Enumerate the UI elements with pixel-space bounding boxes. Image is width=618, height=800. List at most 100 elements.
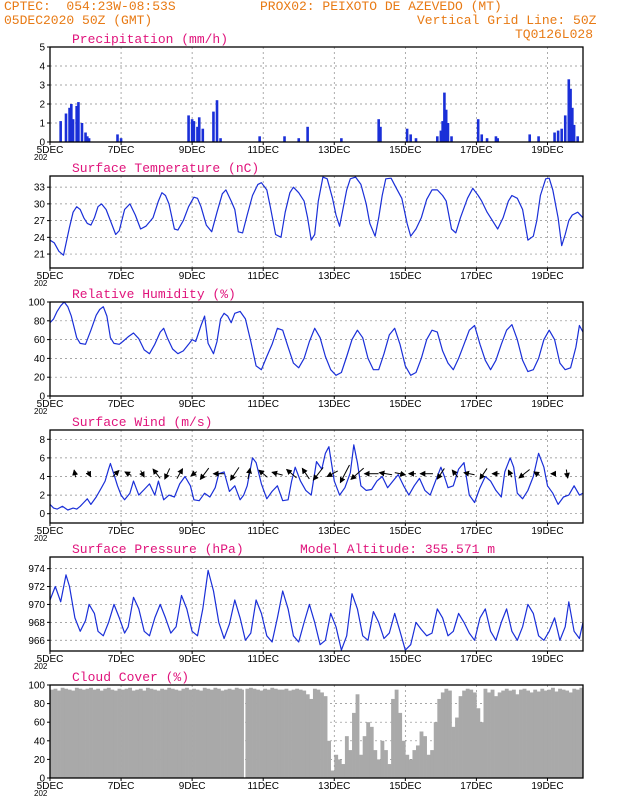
cloud-bar	[309, 698, 314, 778]
precip-bar	[496, 138, 500, 142]
precip-bar	[70, 104, 73, 142]
wind-arrow	[190, 470, 198, 477]
cloud-bar	[185, 687, 189, 778]
y-tick-label: 5	[39, 43, 45, 54]
panel-title: Surface Pressure (hPa)	[72, 542, 244, 557]
panel-title: Precipitation (mm/h)	[72, 32, 228, 47]
precip-bar	[197, 117, 201, 142]
cloud-bar	[238, 688, 243, 778]
cloud-bar	[554, 691, 559, 778]
y-tick-label: 0	[39, 774, 45, 785]
cloud-bar	[291, 689, 296, 778]
precip-bar	[553, 132, 556, 142]
wind-arrow	[112, 469, 120, 478]
wind-arrow	[533, 471, 540, 478]
cloud-bar	[295, 688, 300, 778]
precip-bar	[190, 119, 194, 142]
wind-arrow	[246, 467, 252, 480]
cloud-bar	[504, 688, 509, 778]
y-tick-label: 2	[39, 100, 45, 111]
y-tick-label: 33	[34, 183, 46, 194]
precip-bar	[572, 124, 576, 142]
series-temp	[50, 176, 583, 256]
precip-bar	[87, 138, 91, 142]
cloud-bar	[181, 688, 186, 778]
y-tick-label: 974	[28, 564, 45, 575]
cloud-bar	[423, 736, 427, 778]
cloud-bar	[121, 689, 125, 778]
x-tick-label: 9DEC	[179, 781, 206, 792]
y-tick-label: 21	[34, 250, 46, 261]
cloud-bar	[359, 754, 363, 778]
cloud-bar	[391, 698, 395, 778]
y-tick-label: 27	[34, 216, 46, 227]
panel-cloud	[47, 684, 584, 781]
x-tick-label: 11DEC	[247, 399, 279, 410]
panel-title: Surface Wind (m/s)	[72, 415, 212, 430]
cloud-bar	[497, 692, 502, 778]
cloud-bar	[131, 690, 136, 778]
x-tick-label: 5DEC	[37, 271, 64, 282]
precip-bar	[71, 119, 75, 142]
cloud-bar	[78, 688, 83, 778]
cloud-bar	[50, 689, 54, 778]
wind-arrow	[518, 469, 530, 479]
cloud-bar	[501, 690, 506, 778]
cloud-bar	[387, 764, 392, 778]
precip-bar	[537, 136, 540, 142]
cloud-bar	[430, 750, 435, 778]
rh-line	[50, 302, 583, 376]
cloud-bar	[561, 689, 566, 778]
cloud-bar	[408, 759, 413, 778]
precip-bar	[377, 119, 380, 142]
cloud-bar	[472, 692, 477, 778]
wind-arrow	[563, 469, 570, 479]
precip-bar	[187, 115, 190, 142]
cloud-bar	[167, 687, 172, 778]
precip-bar	[86, 136, 89, 142]
cloud-bar	[280, 689, 285, 778]
x-tick-label: 11DEC	[247, 145, 279, 156]
cloud-bar	[508, 690, 513, 778]
x-tick-label: 7DEC	[108, 526, 135, 537]
precip-bar	[84, 132, 87, 142]
cloud-bar	[394, 689, 399, 778]
x-tick-label: 11DEC	[247, 781, 279, 792]
precip-bar	[560, 128, 563, 142]
cloud-bar	[103, 688, 108, 778]
cloud-bar	[270, 687, 275, 778]
cloud-bar	[323, 696, 328, 778]
series-wind	[50, 444, 583, 511]
cloud-bar	[533, 689, 538, 778]
cloud-bar	[142, 690, 147, 778]
cloud-bar	[89, 687, 93, 778]
cloud-bar	[57, 690, 61, 778]
cloud-bar	[202, 687, 207, 778]
x-tick-label: 19DEC	[531, 145, 563, 156]
x-tick-label: 17DEC	[460, 271, 492, 282]
y-tick-label: 0	[39, 509, 45, 520]
precip-bar	[258, 136, 261, 142]
precip-bar	[379, 126, 382, 142]
cloud-bar	[209, 689, 214, 778]
precip-bar	[283, 136, 286, 142]
precip-bar	[450, 136, 453, 142]
cloud-bar	[526, 690, 530, 778]
cloud-bar	[479, 722, 484, 778]
y-tick-label: 100	[28, 681, 45, 692]
cloud-bar	[337, 759, 342, 778]
wind-arrow	[285, 468, 297, 479]
cloud-bar	[110, 689, 115, 778]
wind-arrow	[139, 470, 145, 478]
precip-bar	[196, 126, 199, 142]
cloud-bar	[256, 689, 260, 778]
x-tick-label: 17DEC	[460, 781, 492, 792]
x-tick-label: 11DEC	[247, 526, 279, 537]
x-tick-label: 19DEC	[531, 654, 563, 665]
cloud-bar	[401, 740, 406, 778]
x-tick-label: 9DEC	[179, 654, 206, 665]
x-tick-label: 13DEC	[318, 654, 350, 665]
panel-frame	[49, 301, 584, 397]
wind-arrow	[258, 469, 268, 478]
cloud-bar	[305, 694, 310, 778]
